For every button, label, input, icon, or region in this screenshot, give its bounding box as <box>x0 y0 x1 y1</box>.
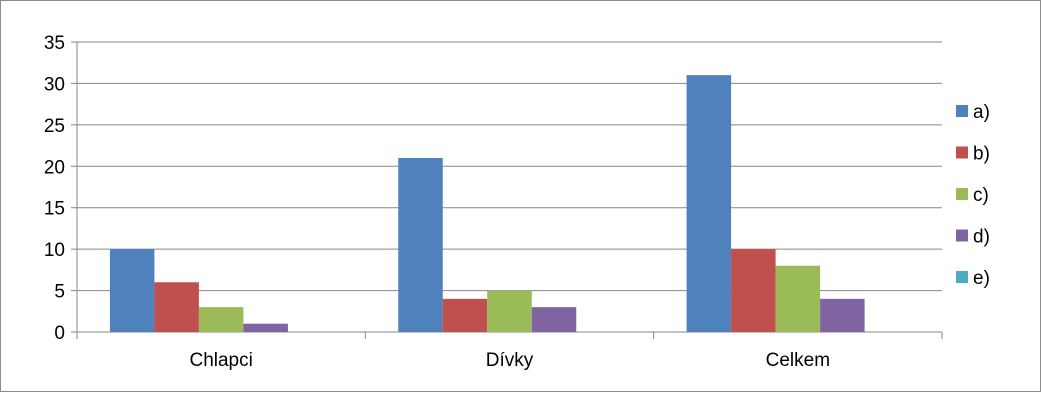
y-tick-label: 15 <box>44 199 65 220</box>
y-tick-label: 20 <box>44 157 65 178</box>
legend-item: c) <box>956 185 989 206</box>
x-tick-label: Dívky <box>486 350 534 371</box>
legend-label: c) <box>973 185 989 206</box>
bar-a-1 <box>398 158 443 332</box>
y-tick-label: 10 <box>44 240 65 261</box>
y-tick-label: 30 <box>44 74 65 95</box>
y-tick-label: 25 <box>44 116 65 137</box>
legend-item: d) <box>956 227 990 248</box>
legend-item: b) <box>956 144 990 165</box>
legend-item: a) <box>956 102 990 123</box>
x-tick-label: Celkem <box>766 350 830 371</box>
bars <box>109 75 865 333</box>
y-tick-label: 35 <box>44 33 65 54</box>
legend: a) b) c) d) e) <box>956 102 990 289</box>
legend-label: b) <box>973 144 990 165</box>
legend-swatch <box>956 271 968 283</box>
legend-label: a) <box>973 102 990 123</box>
bar-b-2 <box>731 249 776 332</box>
y-tick-labels: 0 5 10 15 20 25 30 35 <box>44 33 65 344</box>
bar-d-0 <box>243 323 288 332</box>
legend-swatch <box>956 188 968 200</box>
bar-c-2 <box>775 265 821 332</box>
bar-d-1 <box>531 307 577 332</box>
bar-b-0 <box>154 282 199 332</box>
x-tick-label: Chlapci <box>189 350 252 371</box>
bar-c-0 <box>198 307 244 332</box>
legend-swatch <box>956 146 968 159</box>
bar-d-2 <box>820 298 865 332</box>
bar-a-0 <box>109 249 155 332</box>
legend-item: e) <box>956 268 990 289</box>
legend-label: d) <box>973 227 990 248</box>
bar-b-1 <box>442 298 488 332</box>
bar-a-2 <box>686 75 732 333</box>
legend-label: e) <box>973 268 990 289</box>
bar-c-1 <box>487 290 532 332</box>
legend-swatch <box>956 105 968 117</box>
y-tick-label: 5 <box>54 282 65 303</box>
x-tick-labels: Chlapci Dívky Celkem <box>189 350 830 371</box>
legend-swatch <box>956 229 968 242</box>
y-tick-label: 0 <box>54 323 65 344</box>
gridlines <box>77 41 942 292</box>
